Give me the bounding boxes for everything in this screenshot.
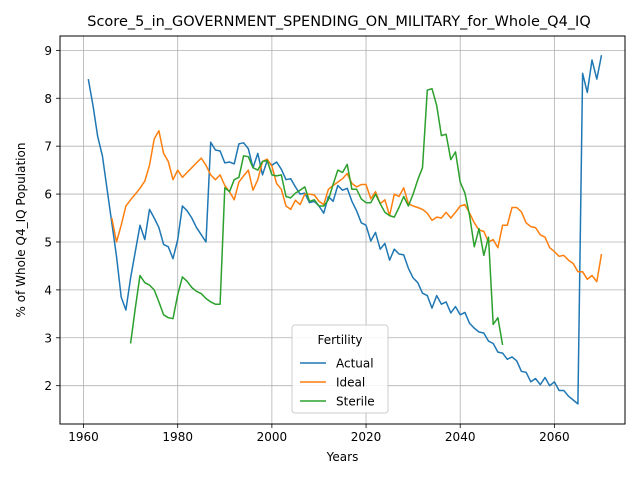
y-tick-label: 4: [44, 283, 52, 297]
y-tick-label: 9: [44, 44, 52, 58]
x-tick-label: 2000: [257, 430, 288, 444]
x-tick-label: 2020: [351, 430, 382, 444]
y-tick-label: 7: [44, 140, 52, 154]
y-tick-label: 5: [44, 235, 52, 249]
grid-lines: [60, 36, 625, 424]
plot-area-frame: [59, 35, 626, 425]
x-axis-label: Years: [326, 450, 359, 464]
legend-items: Actual Ideal Sterile: [300, 357, 375, 409]
y-tick-label: 2: [44, 379, 52, 393]
series-line-actual: [87, 55, 603, 405]
series-line-sterile: [129, 87, 504, 346]
y-tick-label: 3: [44, 331, 52, 345]
y-axis-ticks: 2 3 4 5 6 7 8 9: [44, 44, 60, 393]
y-tick-label: 8: [44, 92, 52, 106]
series-line-ideal: [111, 130, 603, 283]
legend-label-sterile: Sterile: [336, 395, 375, 409]
x-axis-ticks: 1960 1980 2000 2020 2040 2060: [68, 424, 570, 444]
chart-title: Score_5_in_GOVERNMENT_SPENDING_ON_MILITA…: [87, 14, 590, 30]
x-tick-label: 2040: [445, 430, 476, 444]
legend-title: Fertility: [317, 333, 362, 347]
legend-frame: [291, 324, 389, 414]
x-tick-label: 2060: [539, 430, 570, 444]
x-tick-label: 1980: [162, 430, 193, 444]
legend-label-ideal: Ideal: [336, 376, 365, 390]
legend-label-actual: Actual: [336, 357, 374, 371]
series-layer: [87, 55, 603, 405]
y-tick-label: 6: [44, 188, 52, 202]
y-axis-label: % of Whole Q4_IQ Population: [14, 143, 28, 318]
x-tick-label: 1960: [68, 430, 99, 444]
legend: Fertility Actual Ideal Sterile: [291, 324, 389, 414]
